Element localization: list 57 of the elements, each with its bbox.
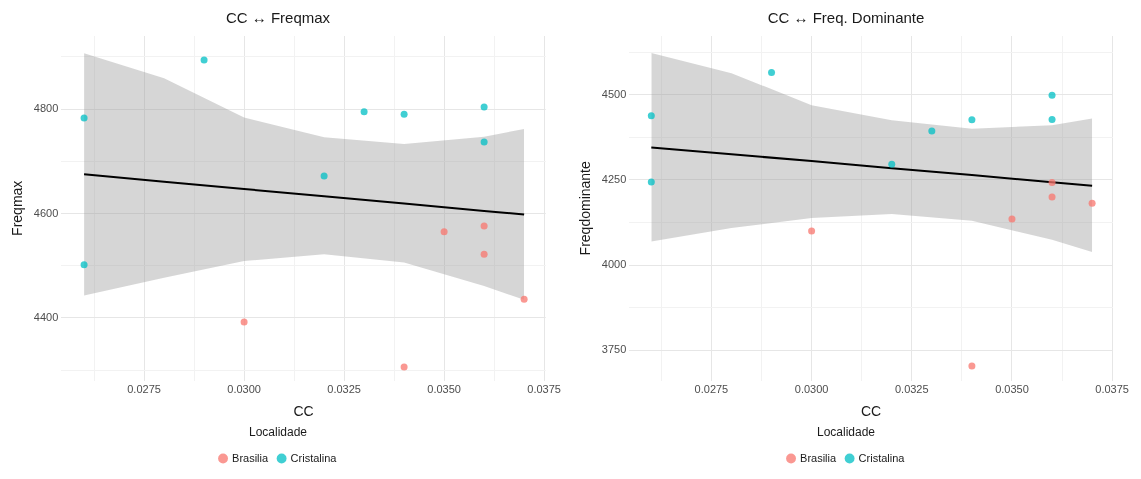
chart-title: CC ↔ Freqmax [225, 9, 331, 27]
point [928, 127, 936, 135]
x-tick-label: 0.0375 [527, 383, 561, 396]
x-tick-label: 0.0350 [427, 383, 461, 396]
legend-title: Localidade [816, 424, 876, 439]
point [968, 116, 976, 124]
y-tick-label: 4000 [601, 258, 627, 271]
point [480, 103, 488, 111]
point [80, 261, 88, 269]
x-tick-label: 0.0375 [1095, 383, 1129, 396]
point [240, 318, 248, 326]
legend-label: Cristalina [290, 451, 338, 464]
y-tick-label: 4800 [33, 102, 59, 115]
x-tick-label: 0.0300 [227, 383, 261, 396]
point [360, 108, 368, 116]
point [1048, 91, 1056, 99]
y-axis-title: Freqmax [9, 180, 26, 236]
x-axis-title: CC [861, 403, 882, 420]
point [1008, 215, 1016, 223]
x-tick-label: 0.0300 [794, 383, 829, 396]
legend-label: Brasilia [232, 451, 269, 464]
point [808, 227, 816, 235]
x-tick-label: 0.0325 [327, 383, 361, 396]
point [647, 112, 655, 120]
x-tick-label: 0.0275 [127, 383, 161, 396]
point [1088, 199, 1096, 207]
x-tick-label: 0.0325 [894, 383, 929, 396]
y-tick-label: 4250 [601, 172, 627, 185]
point [1048, 193, 1056, 201]
legend-label: Brasilia [800, 451, 837, 464]
y-tick-label: 4400 [33, 310, 59, 323]
point [968, 362, 976, 370]
point [320, 172, 328, 180]
point [1048, 116, 1056, 124]
y-tick-label: 4500 [601, 87, 627, 100]
chart-title: CC ↔ Freq. Dominante [767, 9, 925, 27]
y-tick-label: 4600 [33, 206, 59, 219]
point [200, 56, 208, 64]
legend-label: Cristalina [858, 451, 906, 464]
point [400, 110, 408, 118]
point [440, 228, 448, 236]
legend-title: Localidade [248, 424, 308, 439]
point [768, 68, 776, 76]
x-tick-label: 0.0350 [995, 383, 1029, 396]
point [480, 222, 488, 230]
point [520, 295, 528, 303]
point [480, 138, 488, 146]
point [888, 160, 896, 168]
point [647, 178, 655, 186]
point [480, 250, 488, 258]
y-tick-label: 3750 [601, 343, 627, 356]
point [80, 114, 88, 122]
x-tick-label: 0.0275 [694, 383, 729, 396]
x-axis-title: CC [293, 403, 314, 420]
point [400, 363, 408, 371]
point [1048, 179, 1056, 187]
y-axis-title: Freqdominante [577, 161, 594, 256]
